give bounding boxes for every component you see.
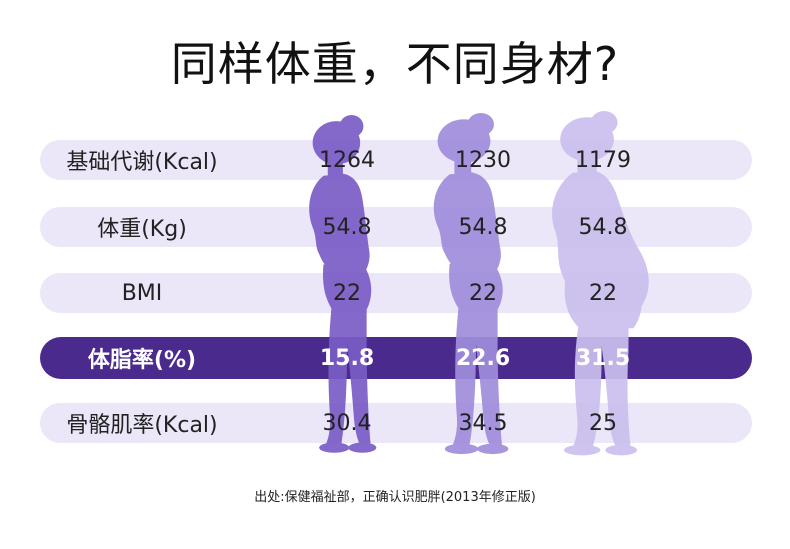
row-value: 22 <box>589 280 617 306</box>
row-value: 54.8 <box>322 214 372 240</box>
row-value: 22.6 <box>455 345 511 371</box>
row-value: 1179 <box>575 147 631 173</box>
source-note: 出处:保健福祉部，正确认识肥胖(2013年修正版) <box>254 490 536 505</box>
row-value: 54.8 <box>458 214 508 240</box>
row-weight: 体重(Kg) 54.8 54.8 54.8 <box>40 207 752 247</box>
row-value: 22 <box>333 280 361 306</box>
row-value: 1264 <box>319 147 375 173</box>
row-value: 31.5 <box>575 345 631 371</box>
row-basal-metabolism: 基础代谢(Kcal) 1264 1230 1179 <box>40 140 752 180</box>
row-value: 25 <box>589 410 617 436</box>
row-label: 骨骼肌率(Kcal) <box>66 413 218 438</box>
row-value: 22 <box>469 280 497 306</box>
row-bmi: BMI 22 22 22 <box>40 273 752 313</box>
row-value: 1230 <box>455 147 511 173</box>
row-value: 34.5 <box>458 410 508 436</box>
row-value: 15.8 <box>319 345 375 371</box>
row-value: 30.4 <box>322 410 372 436</box>
row-label: 体重(Kg) <box>97 217 187 242</box>
row-label: BMI <box>121 280 163 306</box>
row-label: 体脂率(%) <box>87 348 197 373</box>
row-value: 54.8 <box>578 214 628 240</box>
row-label: 基础代谢(Kcal) <box>66 150 218 175</box>
page-title: 同样体重，不同身材? <box>170 37 620 91</box>
row-body-fat: 体脂率(%) 15.8 22.6 31.5 <box>40 337 752 379</box>
row-skeletal-muscle: 骨骼肌率(Kcal) 30.4 34.5 25 <box>40 403 752 443</box>
